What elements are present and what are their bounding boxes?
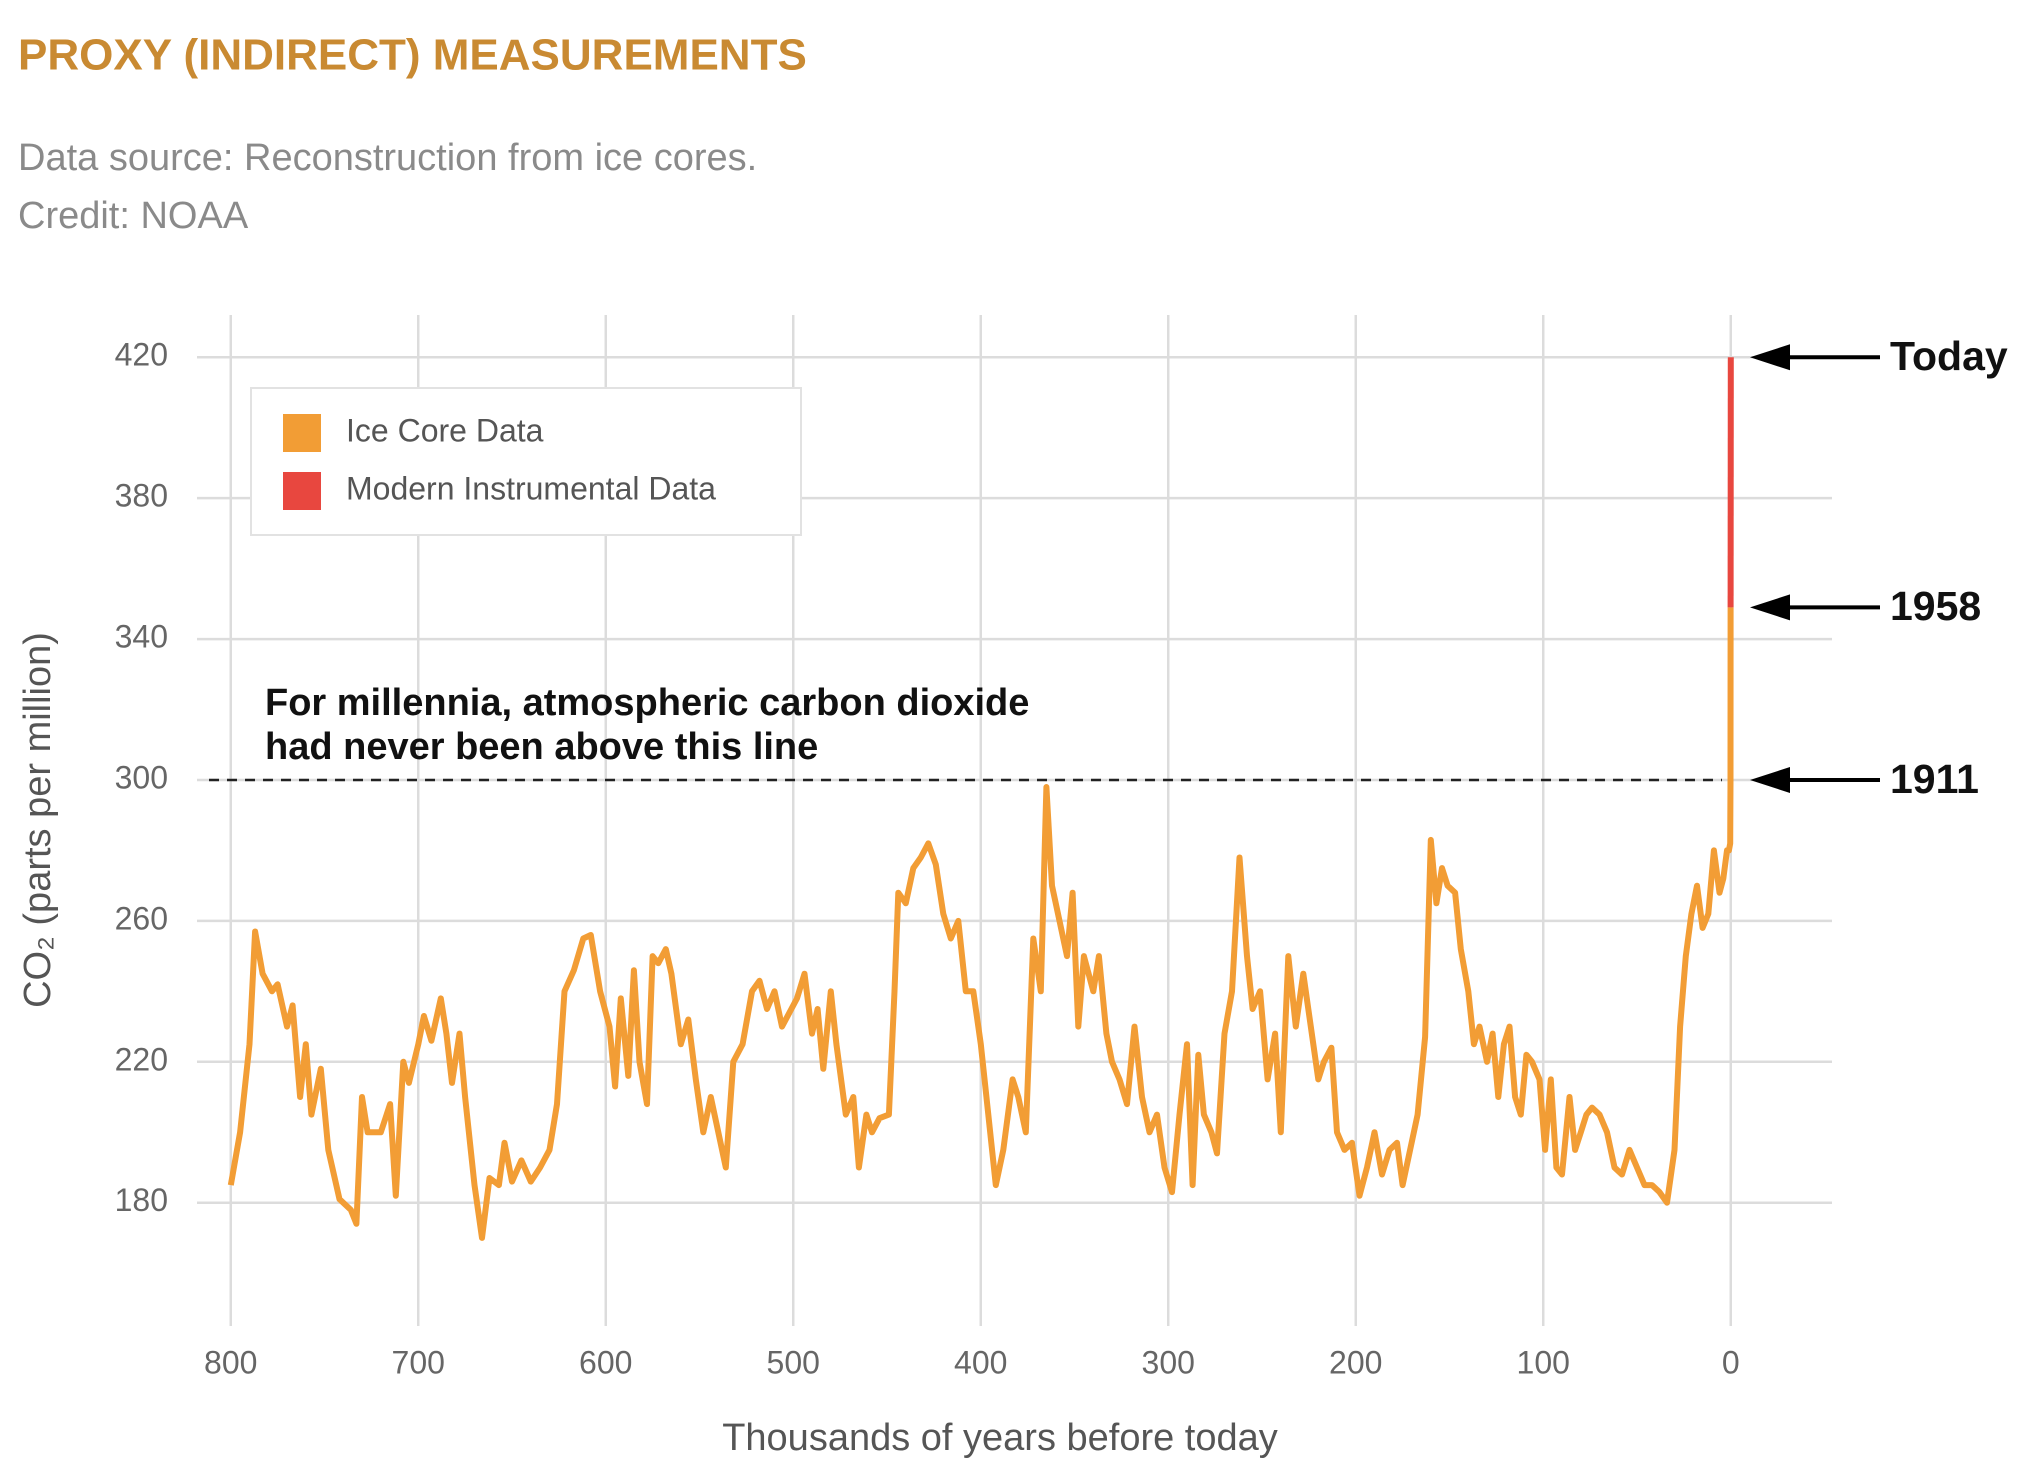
- chart-title: PROXY (INDIRECT) MEASUREMENTS: [18, 31, 807, 80]
- x-tick-label: 200: [1329, 1344, 1382, 1380]
- y-tick-label: 220: [115, 1041, 168, 1077]
- legend-box: [250, 387, 802, 536]
- subtitle: Credit: NOAA: [18, 195, 249, 237]
- arrow-head: [1750, 766, 1790, 793]
- x-tick-label: 500: [767, 1344, 820, 1380]
- data-line: [227, 607, 1734, 1241]
- arrow-label: Today: [1890, 333, 2008, 379]
- x-tick-label: 0: [1722, 1344, 1740, 1380]
- x-tick-label: 100: [1517, 1344, 1570, 1380]
- x-tick-label: 700: [392, 1344, 445, 1380]
- x-tick-label: 600: [579, 1344, 632, 1380]
- y-axis-label: CO₂ (parts per million): [17, 632, 59, 1008]
- x-tick-label: 800: [204, 1344, 257, 1380]
- arrow-head: [1750, 344, 1790, 371]
- legend-label: Ice Core Data: [346, 412, 544, 448]
- y-tick-label: 180: [115, 1182, 168, 1218]
- y-tick-label: 420: [115, 337, 168, 373]
- x-tick-label: 400: [954, 1344, 1007, 1380]
- subtitle: Data source: Reconstruction from ice cor…: [18, 137, 757, 179]
- y-tick-label: 260: [115, 900, 168, 936]
- arrow-label: 1911: [1890, 756, 1979, 802]
- annotation: For millennia, atmospheric carbon dioxid…: [265, 682, 1029, 724]
- x-axis-label: Thousands of years before today: [722, 1417, 1278, 1459]
- legend-swatch: [283, 414, 321, 452]
- annotation: had never been above this line: [265, 726, 818, 768]
- x-tick-label: 300: [1142, 1344, 1195, 1380]
- arrow-label: 1958: [1890, 583, 1981, 629]
- legend-label: Modern Instrumental Data: [346, 470, 716, 506]
- y-tick-label: 300: [115, 759, 168, 795]
- y-tick-label: 380: [115, 478, 168, 514]
- arrow-head: [1750, 594, 1790, 621]
- y-tick-label: 340: [115, 619, 168, 655]
- legend-swatch: [283, 472, 321, 510]
